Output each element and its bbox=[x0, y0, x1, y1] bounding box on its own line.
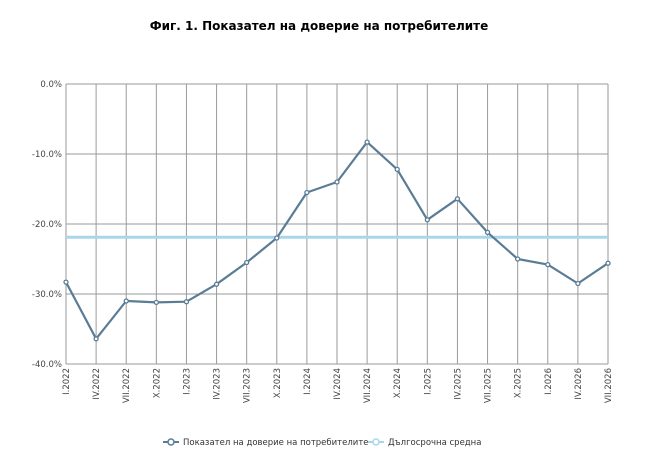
legend-marker-average bbox=[372, 438, 380, 446]
data-point bbox=[515, 256, 521, 262]
data-point bbox=[183, 299, 190, 305]
y-tick-label: -40.0% bbox=[32, 360, 62, 370]
y-axis: 0.0% -10.0% -20.0% -30.0% -40.0% bbox=[32, 80, 62, 370]
x-tick-label: X.2022 bbox=[152, 368, 162, 398]
data-point bbox=[484, 229, 491, 236]
x-tick-label: VII.2022 bbox=[122, 368, 132, 403]
x-tick-label: X.2024 bbox=[393, 368, 403, 398]
x-tick-label: IV.2025 bbox=[453, 368, 463, 400]
chart-title: Фиг. 1. Показател на доверие на потребит… bbox=[150, 19, 489, 33]
data-point bbox=[274, 235, 280, 241]
legend-label-confidence: Показател на доверие на потребителите bbox=[183, 438, 369, 448]
x-tick-label: IV.2023 bbox=[213, 368, 223, 400]
data-point bbox=[153, 299, 159, 306]
x-tick-label: I.2023 bbox=[182, 368, 192, 395]
x-tick-label: X.2025 bbox=[514, 368, 524, 398]
x-tick-label: IV.2022 bbox=[92, 368, 102, 400]
grid bbox=[65, 83, 609, 365]
x-tick-label: IV.2026 bbox=[574, 368, 584, 400]
data-point bbox=[244, 259, 250, 266]
x-tick-label: I.2022 bbox=[62, 368, 72, 395]
legend-marker-confidence bbox=[167, 438, 175, 446]
data-point bbox=[123, 298, 129, 304]
x-tick-label: I.2024 bbox=[303, 368, 313, 395]
x-tick-label: I.2026 bbox=[544, 368, 554, 395]
x-tick-label: VII.2025 bbox=[484, 368, 494, 403]
data-point bbox=[213, 281, 220, 287]
data-point bbox=[454, 196, 461, 202]
x-tick-label: X.2023 bbox=[273, 368, 283, 398]
y-tick-label: -30.0% bbox=[32, 290, 62, 300]
x-tick-label: VII.2024 bbox=[363, 368, 373, 403]
data-point bbox=[334, 179, 340, 185]
x-tick-label: IV.2024 bbox=[333, 368, 343, 400]
data-point bbox=[63, 279, 69, 285]
data-point bbox=[304, 189, 310, 196]
data-point bbox=[394, 166, 400, 173]
data-point bbox=[424, 217, 430, 223]
data-point bbox=[545, 261, 551, 268]
y-tick-label: 0.0% bbox=[40, 80, 62, 90]
legend: Показател на доверие на потребителите Дъл… bbox=[163, 438, 481, 448]
data-point bbox=[605, 260, 611, 266]
x-axis: I.2022 IV.2022 VII.2022 X.2022 I.2023 IV.2023… bbox=[62, 368, 614, 403]
x-tick-label: VII.2023 bbox=[243, 368, 253, 403]
data-point bbox=[575, 280, 581, 287]
data-point bbox=[364, 139, 370, 145]
x-tick-label: VII.2026 bbox=[604, 368, 614, 403]
y-tick-label: -10.0% bbox=[32, 150, 62, 160]
x-tick-label: I.2025 bbox=[423, 368, 433, 395]
series bbox=[63, 139, 611, 342]
y-tick-label: -20.0% bbox=[32, 220, 62, 230]
legend-label-average: Дългосрочна средна bbox=[388, 438, 481, 448]
data-point bbox=[93, 336, 99, 342]
